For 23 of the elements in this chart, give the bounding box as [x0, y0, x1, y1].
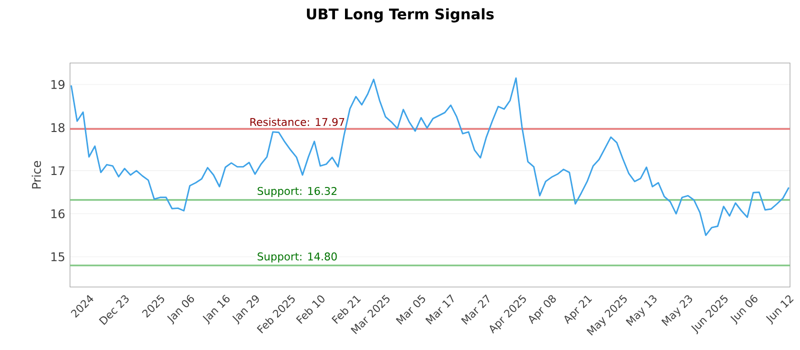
line-series	[70, 77, 790, 236]
chart-title: UBT Long Term Signals	[306, 8, 494, 22]
y-tick-label: 17	[51, 166, 64, 176]
x-tick-label: Feb 10	[296, 295, 324, 324]
ref-line-label: Resistance: 17.97	[250, 118, 344, 126]
x-tick-label: Apr 21	[564, 296, 592, 324]
x-tick-label: Mar 17	[425, 294, 454, 325]
y-tick-label: 16	[51, 209, 65, 218]
y-tick-label: 19	[51, 80, 64, 90]
ref-line-label: Support: 16.32	[258, 186, 336, 198]
x-tick-label: Jun 12	[766, 295, 794, 325]
x-tick-label: Apr 08	[528, 295, 556, 324]
y-axis-title: Price	[32, 161, 41, 188]
x-tick-label: Dec 23	[98, 295, 129, 325]
y-tick-label: 15	[51, 252, 64, 262]
x-tick-label: Mar 05	[396, 294, 426, 325]
ref-line-label: Support: 14.80	[258, 252, 337, 263]
x-tick-label: Jun 06	[730, 294, 758, 325]
x-tick-label: Jan 16	[202, 294, 230, 325]
x-tick-label: Jan 29	[232, 295, 259, 325]
y-tick-label: 18	[51, 123, 64, 132]
x-tick-label: Jan 06	[167, 294, 194, 325]
x-tick-label: Mar 27	[461, 294, 490, 325]
